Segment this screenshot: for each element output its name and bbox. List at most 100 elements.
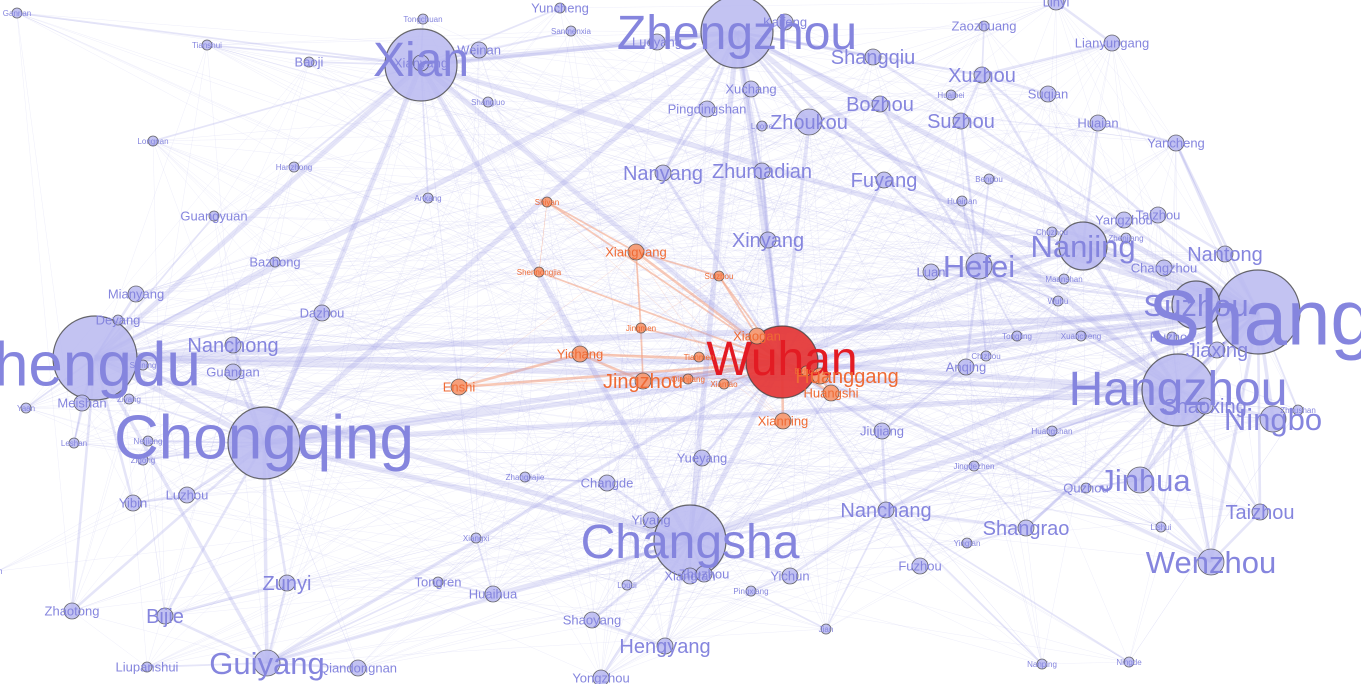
- node-label-shiyan: Shiyan: [535, 198, 559, 207]
- edge-huanggang-anqing: [819, 366, 967, 377]
- edge-linyi-yancheng: [1055, 1, 1177, 144]
- node-label-shangluo: Shangluo: [471, 98, 505, 107]
- edge-maanshan-jiujiang: [881, 278, 1065, 432]
- node-label-tongchuan: Tongchuan: [403, 15, 442, 24]
- edge-hanzhong-bazhong: [274, 166, 295, 263]
- edge-jingzhou-pingxiang: [642, 380, 752, 592]
- node-label-tianmen: Tianmen: [684, 353, 715, 362]
- edge-ezhou-xian: [420, 64, 807, 372]
- edge-yichang-xianyang: [420, 62, 581, 355]
- edge-shangrao-yingtan: [966, 527, 1027, 544]
- node-label-ningbo: Ningbo: [1224, 402, 1322, 437]
- edge-shanghai-xian: [420, 62, 1259, 315]
- node-taizhou-js: [1149, 206, 1167, 224]
- node-label-suining: Suining: [130, 361, 157, 370]
- edge-chongqing-hangzhou: [263, 387, 1179, 446]
- edge-suzhou_js-hanzhong: [293, 166, 1197, 306]
- edge-guangyuan-baoji: [213, 61, 310, 217]
- edge-pingxiang-nanchang: [750, 509, 887, 592]
- edge-xian-gannan: [16, 12, 422, 66]
- edge-ningbo-zhangjiajie: [524, 418, 1274, 478]
- node-label-nantong: Nantong: [1187, 244, 1263, 266]
- node-label-huanggang: Huanggang: [795, 366, 898, 388]
- edge-chongqing-longnan: [152, 140, 265, 444]
- edge-kaifeng-shangqiu: [784, 21, 874, 58]
- edge-hangzhou-suizhou: [718, 275, 1179, 391]
- edge-yuncheng-linyi: [559, 1, 1057, 9]
- edge-suizhou-hanzhong: [293, 166, 720, 277]
- edge-yancheng-huaian: [1097, 121, 1177, 145]
- edge-shanghai-huaibei: [950, 94, 1259, 313]
- node-label-taizhou-js: Taizhou: [1136, 208, 1181, 223]
- node-label-shanghai: Shanghai: [1148, 273, 1361, 361]
- edge-jiaxing-wenzhou: [1210, 349, 1218, 563]
- edge-zhengzhou-jingdezhen: [736, 31, 975, 467]
- edge-yongzhou-hanzhong: [293, 166, 602, 679]
- node-chengdu: [52, 315, 138, 401]
- edge-hangzhou-huainan: [961, 200, 1179, 391]
- edge-qianjiang-jinhua: [687, 378, 1141, 481]
- edge-xiangtan-jingdezhen: [689, 465, 975, 577]
- node-ziyang: [123, 393, 135, 405]
- node-xinyang: [759, 231, 777, 249]
- node-huzhou: [1166, 331, 1178, 343]
- edge-liupanshui-suzhou_js: [146, 304, 1197, 668]
- edge-huangshi-zhumadian: [761, 170, 832, 394]
- edge-yingtan-jingzhou: [642, 380, 968, 544]
- edge-jingzhou-shaoxing: [642, 380, 1206, 407]
- edge-liupanshui-hanzhong: [146, 166, 295, 668]
- node-nanjing: [1058, 221, 1108, 271]
- edge-tongling-huaihua: [492, 335, 1018, 595]
- edge-bijie-zigong: [142, 459, 166, 617]
- edge-huangshan-wuhu: [1051, 300, 1059, 432]
- edge-luan-ankang: [427, 197, 932, 273]
- edge-chizhou-suqian: [985, 93, 1049, 357]
- node-label-fuyang: Fuyang: [851, 170, 918, 192]
- node-label-shangqiu: Shangqiu: [831, 47, 916, 69]
- node-label-tongling: Tongling: [1002, 332, 1032, 341]
- edge-bazhong-kaifeng: [274, 21, 786, 263]
- node-zhenjiang: [1120, 232, 1132, 244]
- node-yingtan: [961, 537, 973, 549]
- edge-huaihua-ankang: [427, 197, 494, 595]
- edge-maanshan-fuzhou_jx: [919, 278, 1065, 567]
- edge-nanyang-liupanshui: [146, 172, 664, 668]
- edge-yaan-zaozhuang: [25, 25, 985, 409]
- edge-xiangyang-xuchang: [635, 88, 752, 253]
- edge-zhangjiajie-changde: [524, 476, 608, 484]
- node-label-wenzhou: Wenzhou: [1146, 545, 1276, 580]
- edge-luohe-yunnan_edge: [0, 125, 763, 571]
- edge-suqian-shangqiu: [872, 56, 1049, 95]
- edge-wuhan-guiyang: [266, 360, 783, 665]
- node-label-linyi: Linyi: [1043, 0, 1070, 10]
- edge-lianyungang-yancheng: [1111, 42, 1177, 144]
- edge-maanshan-jingzhou: [642, 278, 1065, 382]
- edge-yibin-xianning: [132, 420, 784, 504]
- edge-yiyang-jingzhou: [642, 380, 652, 521]
- edge-deyang-xiaogan: [117, 319, 758, 337]
- edge-yibin-meishan: [81, 402, 134, 504]
- edge-nanping-wuhan: [781, 361, 1043, 665]
- node-label-xuchang: Xuchang: [725, 82, 776, 97]
- edge-hefei-bengbu: [978, 178, 990, 267]
- edge-zhoushan-deyang: [117, 319, 1299, 411]
- edge-xiangyang-jiaxing: [635, 251, 1218, 351]
- node-label-sanmenxia: Sanmenxia: [551, 27, 592, 36]
- edge-chengdu-ningbo: [94, 357, 1274, 420]
- edge-huangshan-huzhou: [1051, 336, 1173, 432]
- edge-deyang-shaoyang: [117, 319, 593, 621]
- edge-longnan-loudi: [152, 140, 628, 586]
- edge-bengbu-taizhou_js: [988, 178, 1159, 216]
- edge-guangyuan-zhenjiang: [213, 215, 1127, 239]
- edge-ziyang-linyi: [128, 1, 1057, 400]
- edge-guiyang-wuhan: [266, 361, 783, 664]
- edge-liupanshui-zhaotong: [71, 610, 148, 668]
- edge-shaoxing-ningde: [1128, 405, 1206, 663]
- edge-chengdu-xian: [94, 64, 422, 359]
- node-label-zhangjiajie: Zhangjiajie: [506, 473, 545, 482]
- edge-zhengzhou-huaihua: [492, 31, 738, 595]
- edge-changde-fuyang: [606, 179, 885, 484]
- edge-guiyang-bijie: [164, 614, 268, 665]
- node-zhoukou: [795, 108, 823, 136]
- node-tongren: [432, 576, 444, 588]
